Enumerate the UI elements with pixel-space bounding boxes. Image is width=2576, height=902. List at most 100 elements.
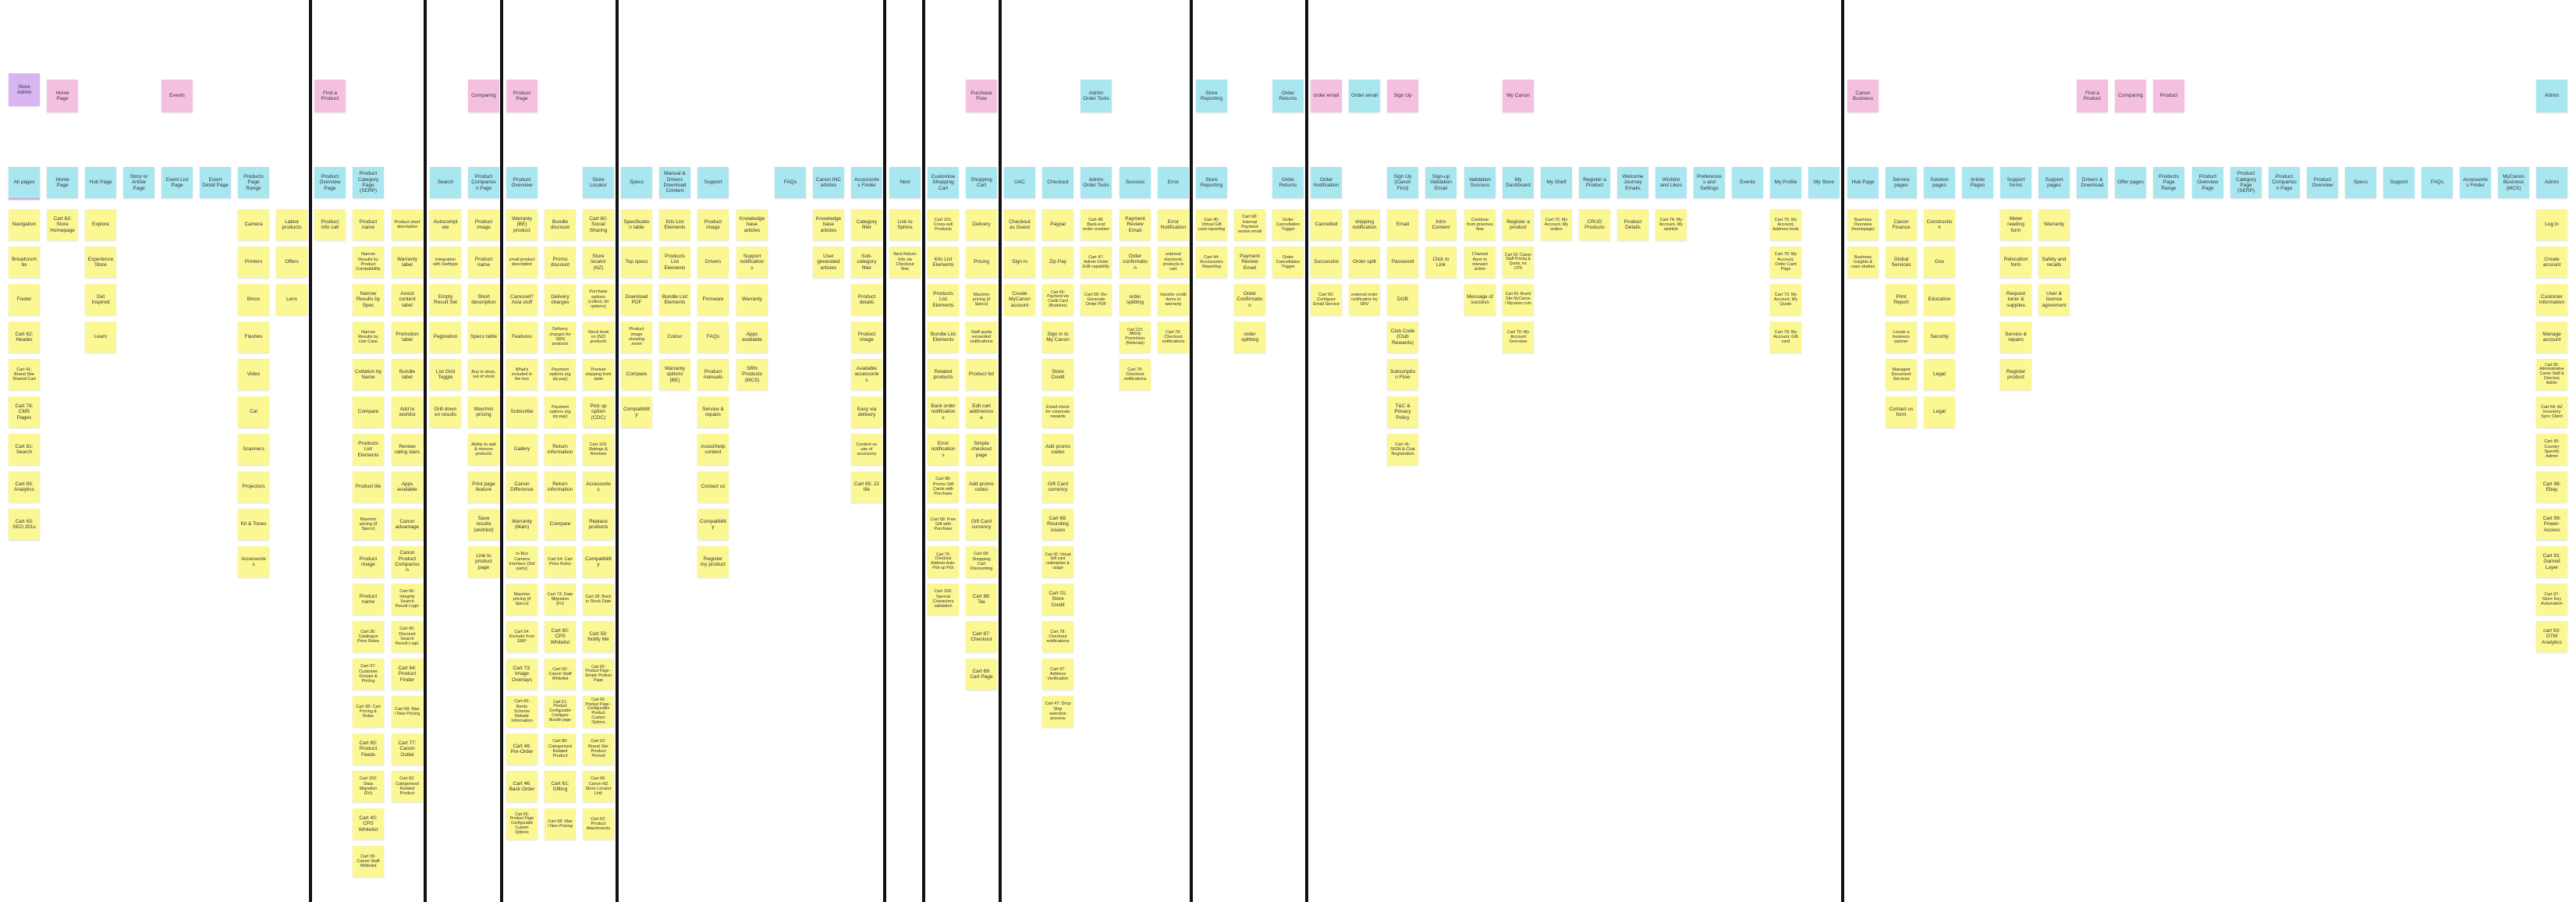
story-note[interactable]: Content on use of accessory xyxy=(851,434,882,465)
story-note[interactable]: Purchase options (collect, kit options) xyxy=(583,284,614,315)
story-note[interactable]: Compare xyxy=(353,396,384,428)
story-note[interactable]: Cart 61: Gifting xyxy=(545,771,576,802)
story-note[interactable]: DOB xyxy=(1387,284,1418,315)
story-note[interactable]: Order Confirmation xyxy=(1234,284,1265,315)
story-note[interactable]: Email xyxy=(1387,209,1418,240)
story-note[interactable]: Cart 40: Payment via Credit Card (Braint… xyxy=(1042,284,1073,315)
column-header[interactable]: Product Comparison Page xyxy=(468,167,499,198)
story-note[interactable]: Register product xyxy=(2000,359,2031,390)
story-note[interactable]: Kits List Elements xyxy=(659,209,690,240)
story-note[interactable]: Navigation xyxy=(9,209,40,240)
column-header[interactable]: My Shelf xyxy=(1541,167,1572,198)
story-note[interactable]: Paypal xyxy=(1042,209,1073,240)
story-note[interactable]: Narrow Results by Spec xyxy=(353,284,384,315)
story-note[interactable]: Canon Product Comparison xyxy=(392,546,423,577)
story-note[interactable]: Latest products xyxy=(276,209,307,240)
column-header[interactable]: Shopping Cart xyxy=(966,167,997,198)
story-note[interactable]: Delivery charges xyxy=(545,284,576,315)
story-note[interactable]: Cart 66: Integrity Search Result Logic xyxy=(392,584,423,615)
column-header[interactable]: Accessories Finder xyxy=(2460,167,2491,198)
story-note[interactable]: In-Box Camera Interface (3rd party) xyxy=(506,546,538,577)
story-note[interactable]: Club Code (Club Rewards) xyxy=(1387,321,1418,353)
story-note[interactable]: Kits List Elements xyxy=(928,247,959,278)
story-note[interactable]: Subscription Flow xyxy=(1387,359,1418,390)
story-note[interactable]: Pick up option (CDC) xyxy=(583,396,614,428)
story-note[interactable]: Max/min pricing (if Specs) xyxy=(966,284,997,315)
story-note[interactable]: Cart 72: My Account, My orders xyxy=(1541,209,1572,240)
story-note[interactable]: Order split xyxy=(1349,247,1380,278)
story-note[interactable]: Ability to add & remove products xyxy=(468,434,499,465)
story-note[interactable]: Create account xyxy=(2536,247,2567,278)
column-tag[interactable]: Order Returns xyxy=(1272,80,1304,112)
story-note[interactable]: Error Notification xyxy=(1158,209,1189,240)
story-note[interactable]: Managed Document Services xyxy=(1886,359,1917,390)
column-header[interactable]: Search xyxy=(430,167,461,198)
story-note[interactable]: Print page feature xyxy=(468,471,499,502)
story-note[interactable]: Relocation form xyxy=(2000,247,2031,278)
story-note[interactable]: Flashes xyxy=(238,321,269,353)
story-note[interactable]: Delivery xyxy=(966,209,997,240)
story-note[interactable]: Cart 98: Ebay xyxy=(2536,471,2567,502)
story-note[interactable]: small product description xyxy=(506,247,538,278)
column-header[interactable]: Accessories Finder xyxy=(851,167,882,198)
story-note[interactable]: Breadcrumbs xyxy=(9,247,40,278)
story-note[interactable]: Specs table xyxy=(468,321,499,353)
column-tag[interactable]: Admin xyxy=(2536,80,2567,112)
story-note[interactable]: Apps available xyxy=(736,321,768,353)
story-note[interactable]: Accessories xyxy=(238,546,269,577)
story-note[interactable]: Global Services xyxy=(1886,247,1917,278)
column-header[interactable]: Sign-up Validation Email xyxy=(1425,167,1457,198)
story-note[interactable]: Cart 65: 22 tile xyxy=(851,471,882,502)
column-tag[interactable]: Find a Product xyxy=(2077,80,2108,112)
column-header[interactable]: Store Reporting xyxy=(1196,167,1227,198)
story-note[interactable]: Cart 83: Analytics xyxy=(9,471,40,502)
story-note[interactable]: Cart 60: Brand Site MyCanon / Mycanon.co… xyxy=(1503,284,1534,315)
story-note[interactable]: Safety and recalls xyxy=(2038,247,2070,278)
story-note[interactable]: Kit & Tones xyxy=(238,509,269,540)
story-note[interactable]: Specification table xyxy=(621,209,652,240)
story-note[interactable]: Binos xyxy=(238,284,269,315)
story-note[interactable]: Create MyCanon account xyxy=(1004,284,1035,315)
story-note[interactable]: Cart 44: Accessories Reporting xyxy=(1196,247,1227,278)
story-note[interactable]: Compatibility xyxy=(583,546,614,577)
story-note[interactable]: Video xyxy=(238,359,269,390)
column-header[interactable]: Specs xyxy=(621,167,652,198)
story-note[interactable]: Cart 81: Search xyxy=(9,434,40,465)
column-header[interactable]: Story or Article Page xyxy=(123,167,154,198)
story-note[interactable]: Cart 47: Admin Order Edit capability xyxy=(1080,247,1112,278)
column-tag[interactable]: Product Page xyxy=(506,80,538,112)
column-header[interactable]: Event Detail Page xyxy=(200,167,231,198)
column-header[interactable]: Welcome Journey Emails xyxy=(1617,167,1648,198)
story-note[interactable]: Meter reading form xyxy=(2000,209,2031,240)
story-note[interactable]: Product image xyxy=(851,321,882,353)
story-note[interactable]: Cart 60: Social Sharing xyxy=(583,209,614,240)
story-note[interactable]: Cart 42: Virtual Gift card redemption & … xyxy=(1042,546,1073,577)
column-header[interactable]: Service pages xyxy=(1886,167,1917,198)
column-header[interactable]: Register a Product xyxy=(1579,167,1610,198)
column-tag[interactable]: Sign Up xyxy=(1387,80,1418,112)
story-note[interactable]: Cart 82: Categorised Related Product xyxy=(392,771,423,802)
column-header[interactable]: Support xyxy=(2383,167,2415,198)
column-header[interactable]: Sign Up (Canon First) xyxy=(1387,167,1418,198)
column-header[interactable]: Admin Order Tools xyxy=(1080,167,1112,198)
column-tag[interactable]: Store Reporting xyxy=(1196,80,1227,112)
story-note[interactable]: Canon Finance xyxy=(1886,209,1917,240)
story-note[interactable]: order splitting xyxy=(1234,321,1265,353)
story-note[interactable]: Offers xyxy=(276,247,307,278)
story-note[interactable]: Edit cart add/remove xyxy=(966,396,997,428)
story-note[interactable]: Password xyxy=(1387,247,1418,278)
story-note[interactable]: Features xyxy=(506,321,538,353)
story-note[interactable]: Cart 66: Canon NZ Store Locator Link xyxy=(583,771,614,802)
story-note[interactable]: Canon Difference xyxy=(506,471,538,502)
story-note[interactable]: Cart 62: Brand Site Product Pinned xyxy=(583,733,614,765)
story-note[interactable]: Cart 123: Affinity Promotions (Referrals… xyxy=(1119,321,1151,353)
story-note[interactable]: Products List Elements xyxy=(928,284,959,315)
story-note[interactable]: SRN Products (MCS) xyxy=(736,359,768,390)
story-note[interactable]: Cart 28: Back in Stock Date xyxy=(583,584,614,615)
story-note[interactable]: Replace products xyxy=(583,509,614,540)
story-note[interactable]: Cart 77: Canon Outlet xyxy=(392,733,423,765)
story-note[interactable]: Warranty label xyxy=(392,247,423,278)
story-note[interactable]: Cart 46: Pre-Order xyxy=(506,733,538,765)
story-note[interactable]: Knowledge base articles xyxy=(736,209,768,240)
story-note[interactable]: Assist content label xyxy=(392,284,423,315)
